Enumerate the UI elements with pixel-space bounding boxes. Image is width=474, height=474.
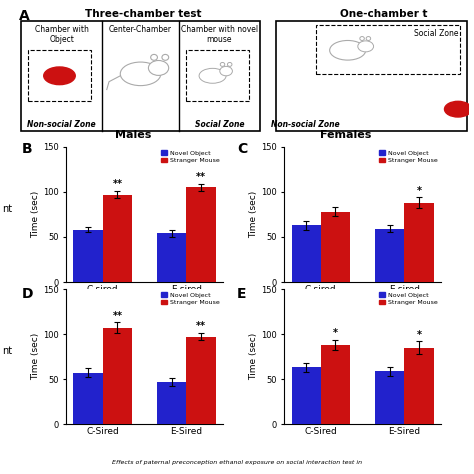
Ellipse shape [220,66,232,76]
Bar [375,371,404,424]
Text: D: D [21,287,33,301]
Ellipse shape [199,68,226,83]
Bar [375,229,404,282]
Y-axis label: Time (sec): Time (sec) [249,333,258,380]
Bar [186,337,216,424]
Ellipse shape [44,67,75,85]
Text: Non-social Zone: Non-social Zone [271,119,339,128]
Text: Effects of paternal preconception ethanol exposure on social interaction test in: Effects of paternal preconception ethano… [112,460,362,465]
Text: Males: Males [115,130,151,140]
Bar [404,348,434,424]
Ellipse shape [228,63,232,66]
Text: C: C [237,142,247,156]
Text: *: * [333,328,338,338]
Legend: Novel Object, Stranger Mouse: Novel Object, Stranger Mouse [159,147,222,165]
Bar [275,21,467,131]
Ellipse shape [366,36,371,40]
Ellipse shape [148,61,169,75]
Text: *: * [417,186,421,196]
Bar [103,195,132,282]
Text: nt: nt [2,346,12,356]
Bar [28,50,91,101]
Bar [186,188,216,282]
Text: **: ** [196,172,206,182]
Text: **: ** [112,179,122,189]
Text: *: * [417,329,421,339]
Bar [292,225,321,282]
Ellipse shape [360,36,365,40]
Ellipse shape [162,55,169,60]
Text: Center-Chamber: Center-Chamber [109,25,172,34]
Text: Chamber with novel
mouse: Chamber with novel mouse [181,25,258,44]
Text: A: A [18,9,29,23]
Ellipse shape [358,41,374,52]
Text: Females: Females [320,130,372,140]
Text: Social Zone: Social Zone [413,29,458,38]
Bar [404,203,434,282]
Text: Three-chamber test: Three-chamber test [84,9,201,19]
Bar [292,367,321,424]
Bar [321,212,350,282]
Bar [73,373,103,424]
Ellipse shape [151,55,157,60]
Bar [21,21,260,131]
Text: B: B [21,142,32,156]
Text: **: ** [112,310,122,321]
Text: nt: nt [2,203,12,214]
Bar [157,233,186,282]
Y-axis label: Time (sec): Time (sec) [249,191,258,238]
Bar [103,328,132,424]
Legend: Novel Object, Stranger Mouse: Novel Object, Stranger Mouse [377,290,440,308]
Text: Social Zone: Social Zone [195,119,244,128]
Bar [73,230,103,282]
Text: **: ** [196,321,206,331]
Ellipse shape [220,63,225,66]
Ellipse shape [120,62,161,86]
Legend: Novel Object, Stranger Mouse: Novel Object, Stranger Mouse [159,290,222,308]
Y-axis label: Time (sec): Time (sec) [31,191,40,238]
Ellipse shape [329,40,365,60]
Text: Chamber with
Object: Chamber with Object [35,25,89,44]
Text: One-chamber t: One-chamber t [340,9,428,19]
Ellipse shape [445,101,472,117]
Text: Non-social Zone: Non-social Zone [27,119,96,128]
Bar [321,345,350,424]
Legend: Novel Object, Stranger Mouse: Novel Object, Stranger Mouse [377,147,440,165]
Bar [157,382,186,424]
Y-axis label: Time (sec): Time (sec) [31,333,40,380]
Bar [186,50,248,101]
Text: E: E [237,287,246,301]
Bar [316,25,460,74]
